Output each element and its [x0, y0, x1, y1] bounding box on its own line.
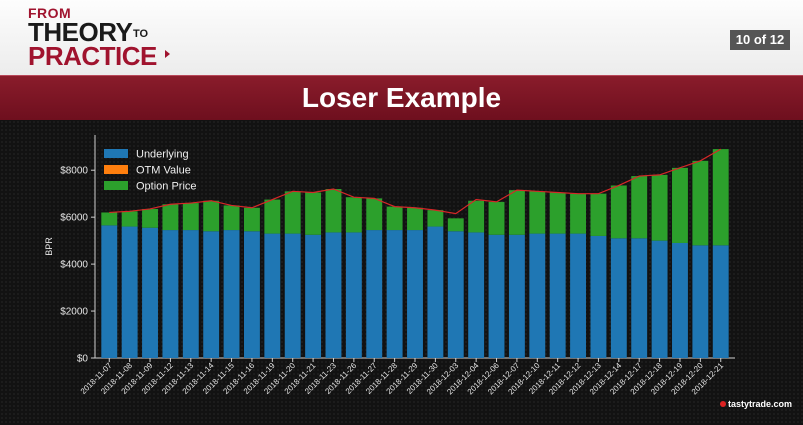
option-price-bar	[570, 193, 587, 234]
option-price-bar	[223, 205, 240, 231]
logo-theory: THEORY	[28, 17, 133, 47]
underlying-bar	[366, 230, 383, 358]
legend-otm-value-label: OTM Value	[136, 165, 191, 177]
logo-from: FROM	[28, 5, 72, 21]
option-price-bar	[407, 207, 423, 231]
underlying-bar	[610, 238, 627, 358]
underlying-bar	[345, 232, 362, 358]
y-tick-label: $2000	[60, 307, 88, 318]
underlying-bar	[529, 233, 546, 358]
y-tick-label: $0	[77, 354, 89, 365]
option-price-bar	[121, 211, 138, 227]
logo-arrow-icon	[165, 50, 170, 58]
total-line	[109, 148, 722, 215]
chart-bars	[101, 149, 729, 362]
option-price-bar	[101, 212, 118, 226]
underlying-bar	[570, 233, 587, 358]
underlying-bar	[508, 234, 525, 358]
option-price-bar	[508, 190, 525, 235]
option-price-bar	[529, 191, 546, 234]
underlying-bar	[447, 231, 464, 358]
underlying-bar	[692, 245, 709, 358]
option-price-bar	[264, 199, 281, 234]
tastytrade-logo-icon	[720, 401, 726, 407]
underlying-bar	[284, 233, 301, 358]
underlying-bar	[101, 225, 118, 358]
bpr-stacked-bar-chart: $0 $2000 $4000 $6000 $8000 BPR 2018-11-072018…	[44, 135, 735, 397]
chart-total-line	[109, 148, 722, 215]
tastytrade-watermark: tastytrade.com	[720, 399, 792, 409]
option-price-bar	[243, 207, 260, 232]
underlying-bar	[631, 238, 648, 358]
y-tick-label: $6000	[60, 213, 88, 224]
option-price-bar	[447, 218, 464, 232]
option-price-bar	[427, 210, 444, 227]
underlying-bar	[203, 231, 220, 358]
underlying-bar	[407, 230, 423, 358]
legend-option-price-label: Option Price	[136, 181, 197, 193]
underlying-bar	[590, 235, 607, 358]
option-price-bar	[345, 197, 362, 233]
underlying-bar	[162, 230, 179, 358]
option-price-bar	[142, 208, 158, 228]
logo-practice: PRACTICE	[28, 41, 157, 71]
legend-option-price-swatch	[104, 181, 128, 190]
option-price-bar	[672, 167, 688, 243]
option-price-bar	[651, 174, 668, 241]
option-price-bar	[162, 204, 179, 231]
option-price-bar	[305, 192, 322, 235]
underlying-bar	[182, 230, 199, 358]
legend-underlying-label: Underlying	[136, 149, 189, 161]
option-price-bar	[284, 191, 301, 234]
underlying-bar	[488, 234, 505, 358]
underlying-bar	[243, 231, 260, 358]
option-price-bar	[366, 198, 383, 231]
watermark-text: tastytrade.com	[728, 399, 793, 409]
underlying-bar	[712, 245, 729, 358]
option-price-bar	[203, 200, 220, 232]
option-price-bar	[590, 193, 607, 236]
underlying-bar	[386, 230, 403, 358]
logo-to: TO	[133, 28, 149, 40]
title-banner: Loser Example	[0, 75, 803, 120]
legend-otm-value-swatch	[104, 165, 128, 174]
underlying-bar	[651, 240, 668, 358]
underlying-bar	[223, 230, 240, 358]
underlying-bar	[549, 233, 566, 358]
underlying-bar	[142, 227, 158, 358]
page-indicator: 10 of 12	[730, 30, 790, 50]
slide-header: FROM THEORY TO PRACTICE 10 of 12	[0, 0, 803, 75]
option-price-bar	[468, 200, 485, 233]
option-price-bar	[386, 206, 403, 231]
chart-legend: Underlying OTM Value Option Price	[104, 149, 197, 193]
option-price-bar	[692, 160, 709, 246]
underlying-bar	[468, 232, 485, 358]
slide-title: Loser Example	[301, 82, 502, 113]
legend-underlying-swatch	[104, 149, 128, 158]
underlying-bar	[672, 242, 688, 358]
option-price-bar	[712, 149, 729, 246]
y-tick-label: $4000	[60, 260, 88, 271]
y-axis-label: BPR	[44, 237, 54, 256]
underlying-bar	[264, 233, 281, 358]
option-price-bar	[631, 176, 648, 239]
option-price-bar	[182, 203, 199, 231]
x-tick-labels: 2018-11-072018-11-082018-11-092018-11-12…	[79, 361, 726, 397]
option-price-bar	[488, 201, 505, 235]
y-tick-label: $8000	[60, 166, 88, 177]
underlying-bar	[305, 234, 322, 358]
underlying-bar	[325, 232, 342, 358]
option-price-bar	[549, 192, 566, 234]
underlying-bar	[121, 226, 138, 358]
from-theory-to-practice-logo: FROM THEORY TO PRACTICE	[28, 3, 198, 71]
underlying-bar	[427, 226, 444, 358]
option-price-bar	[610, 185, 627, 239]
option-price-bar	[325, 188, 342, 233]
